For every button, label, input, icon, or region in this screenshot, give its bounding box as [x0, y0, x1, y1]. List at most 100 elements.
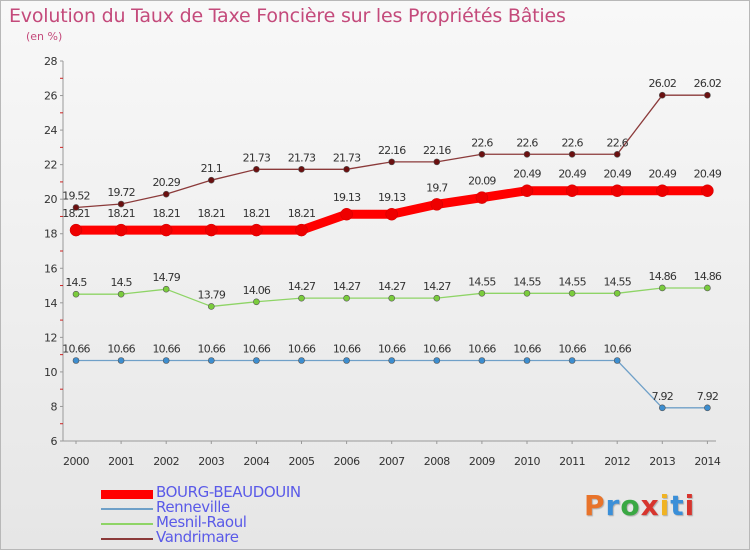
data-point: [298, 166, 305, 173]
data-label: 21.73: [288, 151, 316, 164]
data-label: 10.66: [378, 343, 406, 356]
x-tick-label: 2006: [334, 455, 360, 468]
data-label: 14.86: [694, 270, 722, 283]
y-tick-label: 14: [44, 297, 57, 310]
data-label: 10.66: [603, 343, 631, 356]
data-label: 14.27: [333, 280, 361, 293]
data-label: 10.66: [288, 343, 316, 356]
data-label: 19.72: [107, 186, 135, 199]
data-point: [253, 166, 260, 173]
data-point: [343, 294, 350, 302]
data-point: [343, 166, 350, 173]
data-label: 10.66: [107, 343, 135, 356]
y-tick-label: 22: [44, 159, 57, 172]
x-tick-label: 2010: [514, 455, 540, 468]
data-point: [208, 176, 215, 184]
x-tick-label: 2003: [198, 455, 224, 468]
data-label: 18.21: [152, 207, 180, 220]
data-label: 10.66: [62, 343, 90, 356]
data-label: 10.66: [152, 343, 180, 356]
data-label: 10.66: [423, 343, 451, 356]
legend-label: Mesnil-Raoul: [156, 513, 247, 531]
data-label: 18.21: [288, 207, 316, 220]
data-label: 18.21: [198, 207, 226, 220]
data-point: [295, 223, 308, 237]
data-label: 19.7: [426, 181, 448, 194]
data-point: [478, 290, 486, 297]
data-label: 20.49: [694, 168, 722, 181]
data-point: [478, 150, 486, 158]
data-point: [613, 290, 621, 297]
legend-label: BOURG-BEAUDOUIN: [156, 483, 301, 501]
data-point: [114, 223, 128, 237]
data-point: [388, 294, 396, 302]
data-point: [117, 357, 125, 364]
x-tick-label: 2011: [559, 455, 585, 468]
data-point: [162, 190, 170, 198]
logo-letter: t: [670, 489, 685, 522]
x-tick-label: 2012: [604, 455, 630, 468]
logo-letter: i: [684, 489, 696, 522]
data-point: [704, 404, 711, 412]
data-label: 10.66: [558, 343, 586, 356]
data-point: [658, 91, 666, 99]
data-label: 26.02: [694, 77, 722, 90]
data-point: [69, 223, 83, 237]
data-label: 20.49: [513, 168, 541, 181]
data-label: 14.55: [558, 275, 586, 288]
legend-swatch: [101, 523, 153, 525]
data-point: [610, 184, 624, 197]
data-point: [704, 284, 711, 292]
data-label: 14.06: [243, 284, 271, 297]
data-point: [613, 357, 621, 364]
chart-title: Evolution du Taux de Taxe Foncière sur l…: [9, 5, 566, 27]
data-point: [520, 184, 534, 197]
x-tick-label: 2009: [469, 455, 495, 468]
data-point: [565, 184, 579, 197]
data-label: 10.66: [198, 343, 226, 356]
x-tick-label: 2007: [379, 455, 405, 468]
data-label: 13.79: [198, 288, 226, 301]
x-tick-label: 2001: [108, 455, 134, 468]
x-tick-label: 2013: [649, 455, 675, 468]
data-point: [613, 150, 621, 158]
data-label: 20.49: [603, 168, 631, 181]
data-point: [523, 290, 531, 297]
legend-label: Vandrimare: [156, 528, 239, 546]
data-point: [701, 184, 714, 197]
data-point: [117, 290, 125, 298]
data-point: [72, 357, 80, 364]
logo-letter: i: [659, 489, 671, 522]
data-point: [253, 357, 260, 364]
x-tick-label: 2002: [153, 455, 179, 468]
data-label: 7.92: [697, 390, 718, 403]
logo-letter: x: [640, 489, 660, 522]
data-point: [298, 357, 305, 364]
data-label: 10.66: [243, 343, 271, 356]
data-point: [433, 357, 441, 364]
data-label: 7.92: [652, 390, 673, 403]
data-point: [388, 158, 396, 166]
data-label: 18.21: [243, 207, 271, 220]
data-point: [253, 298, 260, 306]
data-label: 20.09: [468, 175, 496, 188]
x-tick-label: 2000: [63, 455, 89, 468]
data-label: 20.49: [558, 168, 586, 181]
data-point: [343, 357, 350, 364]
data-label: 10.66: [513, 343, 541, 356]
data-point: [72, 290, 80, 298]
y-tick-label: 6: [51, 435, 58, 448]
data-label: 22.6: [607, 136, 629, 149]
y-tick-label: 18: [44, 228, 57, 241]
y-tick-label: 24: [44, 124, 57, 137]
x-tick-label: 2014: [694, 455, 720, 468]
data-point: [388, 357, 396, 364]
data-label: 19.52: [62, 189, 90, 202]
data-point: [159, 223, 173, 237]
logo-letter: o: [620, 489, 641, 522]
y-tick-label: 12: [44, 331, 57, 344]
data-label: 22.16: [378, 144, 406, 157]
data-label: 14.55: [468, 275, 496, 288]
y-tick-label: 8: [51, 400, 58, 413]
